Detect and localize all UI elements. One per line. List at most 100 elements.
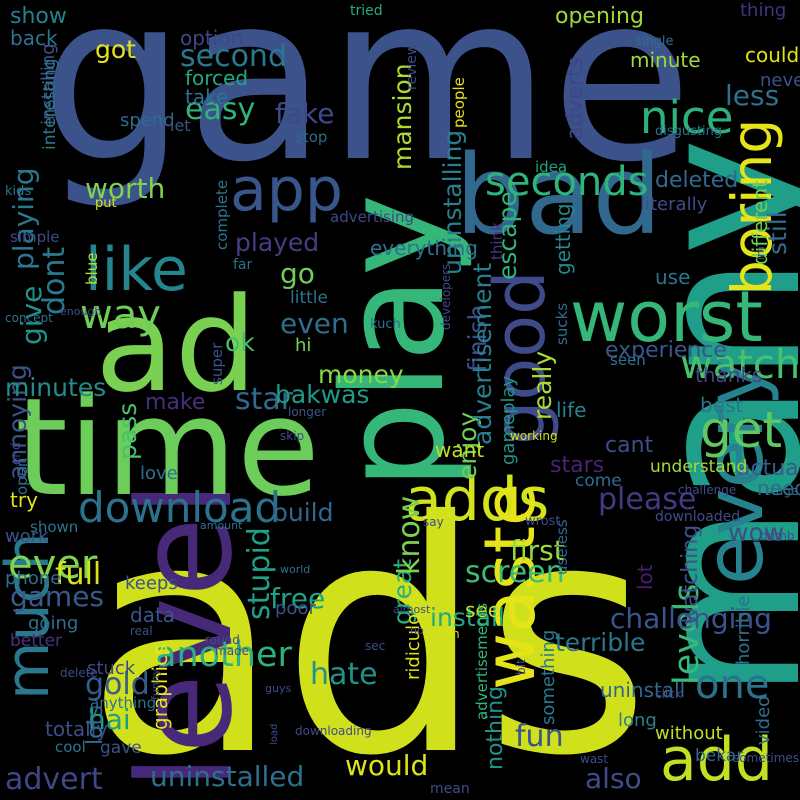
word-wrost: wrost [525, 514, 561, 529]
word-blue: blue [83, 252, 101, 285]
word-option: option [180, 26, 244, 50]
word-could: could [745, 43, 800, 67]
word-go: go [280, 257, 315, 290]
word-sec: sec [365, 639, 386, 653]
word-delete: delete [60, 666, 98, 680]
word-literally: literally [640, 194, 708, 215]
word-ever: ever [8, 542, 98, 588]
word-made: made [215, 644, 250, 658]
word-stuck: stuck [87, 658, 136, 679]
word-horrible: horrible [733, 595, 754, 665]
word-im: im [754, 246, 767, 260]
word-min: min [437, 627, 460, 641]
word-put: put [95, 196, 117, 211]
word-deleted: deleted [655, 168, 739, 193]
word-uninstalled: uninstalled [150, 760, 305, 793]
word-less: less [725, 79, 780, 112]
word-totally: totally [45, 717, 109, 741]
word-idea: idea [535, 158, 568, 176]
word-opening: opening [555, 4, 644, 29]
word-advertisement: advertisement [468, 262, 497, 445]
word-make: make [145, 390, 206, 415]
word-way: way [80, 292, 161, 338]
word-build: build [272, 498, 334, 527]
word-mean: mean [430, 781, 470, 797]
word-bekar: bekar [695, 746, 744, 766]
word-data: data [130, 603, 176, 627]
word-seconds: seconds [485, 159, 649, 205]
word-pass: pass [113, 402, 142, 460]
word-real: real [130, 624, 153, 638]
word-downloading: downloading [295, 724, 372, 738]
word-also: also [585, 762, 642, 795]
word-load: load [269, 723, 280, 745]
word-install: install [430, 603, 505, 632]
word-fun: fun [515, 719, 564, 754]
word-know: know [392, 495, 427, 575]
word-developers: developers [439, 263, 453, 330]
word-got: got [95, 35, 136, 64]
word-watching: watching [678, 524, 703, 625]
word-love: love [140, 463, 178, 484]
word-minute: minute [630, 48, 701, 72]
word-add: add [660, 725, 773, 795]
word-games: games [10, 580, 105, 613]
word-world: world [280, 563, 311, 576]
word-worth: worth [85, 172, 166, 205]
word-forced: forced [185, 66, 249, 90]
word-played: played [235, 228, 320, 257]
word-please: please [598, 482, 697, 517]
word-even: even [280, 307, 349, 340]
word-sometimes: sometimes [733, 751, 800, 765]
word-challenging: challenging [610, 602, 772, 635]
word-getting: getting [551, 203, 575, 275]
word-better: better [10, 631, 63, 651]
word-back: back [10, 26, 58, 50]
word-far: far [233, 257, 253, 273]
word-easy: easy [185, 92, 256, 127]
word-gameplay: gameplay [498, 375, 519, 465]
word-work: work [5, 526, 49, 547]
word-see: see [465, 598, 501, 622]
word-money: money [318, 360, 404, 389]
word-game: game [40, 0, 693, 213]
word-little: little [290, 288, 328, 308]
word-get: get [700, 401, 783, 459]
word-nice: nice [640, 91, 734, 144]
word-hai: hai [88, 703, 131, 736]
word-sucks: sucks [553, 302, 571, 345]
word-second: second [180, 39, 287, 74]
word-first: first [510, 534, 565, 567]
word-ad: ad [95, 269, 258, 421]
word-one: one [695, 662, 770, 708]
word-kuch: kuch [370, 317, 401, 332]
word-think: think [488, 222, 506, 260]
word-hate: hate [310, 657, 378, 692]
word-show: show [10, 4, 67, 29]
word-something: something [538, 629, 559, 725]
word-screen: screen [465, 555, 565, 590]
word-ho: ho [410, 624, 424, 637]
word-like: like [85, 235, 188, 305]
word-seen: seen [610, 351, 646, 369]
word-long: long [618, 710, 657, 731]
word-keeps: keeps [125, 573, 178, 594]
word-use: use [655, 265, 691, 289]
word-playing: playing [7, 167, 40, 270]
word-gold: gold [85, 667, 150, 702]
word-app: app [230, 155, 343, 225]
word-end: end [9, 442, 23, 465]
word-worst: worst [570, 276, 763, 358]
word-full: full [55, 557, 102, 592]
word-stars: stars [550, 453, 605, 478]
word-without: without [655, 723, 723, 744]
word-ok: ok [225, 328, 255, 357]
word-going: going [28, 613, 79, 634]
word-enough: enough [60, 305, 102, 318]
word-super: super [208, 342, 226, 385]
word-complete: complete [213, 179, 231, 250]
word-free: free [270, 582, 326, 615]
word-video: video [753, 695, 774, 745]
word-understand: understand [650, 457, 748, 477]
